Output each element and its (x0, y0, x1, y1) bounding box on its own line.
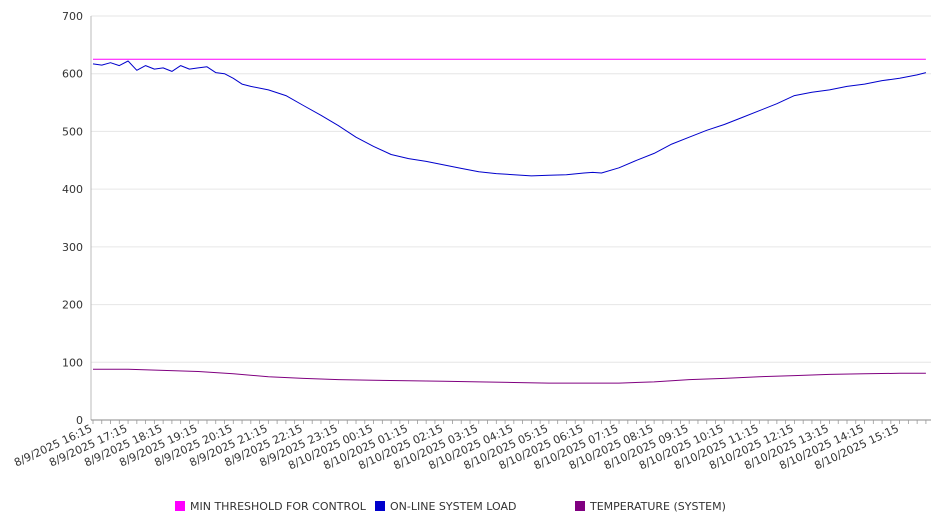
legend-swatch (375, 501, 385, 511)
y-axis: 0 100 200 300 400 500 600 700 (62, 10, 92, 427)
series-line-temperature-system (93, 368, 926, 384)
legend-swatch (175, 501, 185, 511)
legend-label: MIN THRESHOLD FOR CONTROL (190, 500, 367, 513)
series-lines (92, 58, 927, 384)
legend: MIN THRESHOLD FOR CONTROL ON-LINE SYSTEM … (175, 500, 726, 513)
y-tick-label: 400 (62, 183, 83, 196)
legend-label: TEMPERATURE (SYSTEM) (589, 500, 726, 513)
y-tick-label: 200 (62, 299, 83, 312)
y-tick-label: 600 (62, 68, 83, 81)
series-line-on-line-system-load (92, 60, 927, 177)
x-axis: 8/9/2025 16:158/9/2025 17:158/9/2025 18:… (12, 419, 931, 472)
y-tick-label: 700 (62, 10, 83, 23)
y-tick-label: 500 (62, 125, 83, 138)
y-tick-label: 100 (62, 356, 83, 369)
legend-label: ON-LINE SYSTEM LOAD (390, 500, 516, 513)
y-tick-label: 0 (76, 414, 83, 427)
grid-lines (91, 15, 931, 363)
legend-swatch (575, 501, 585, 511)
y-tick-label: 300 (62, 241, 83, 254)
